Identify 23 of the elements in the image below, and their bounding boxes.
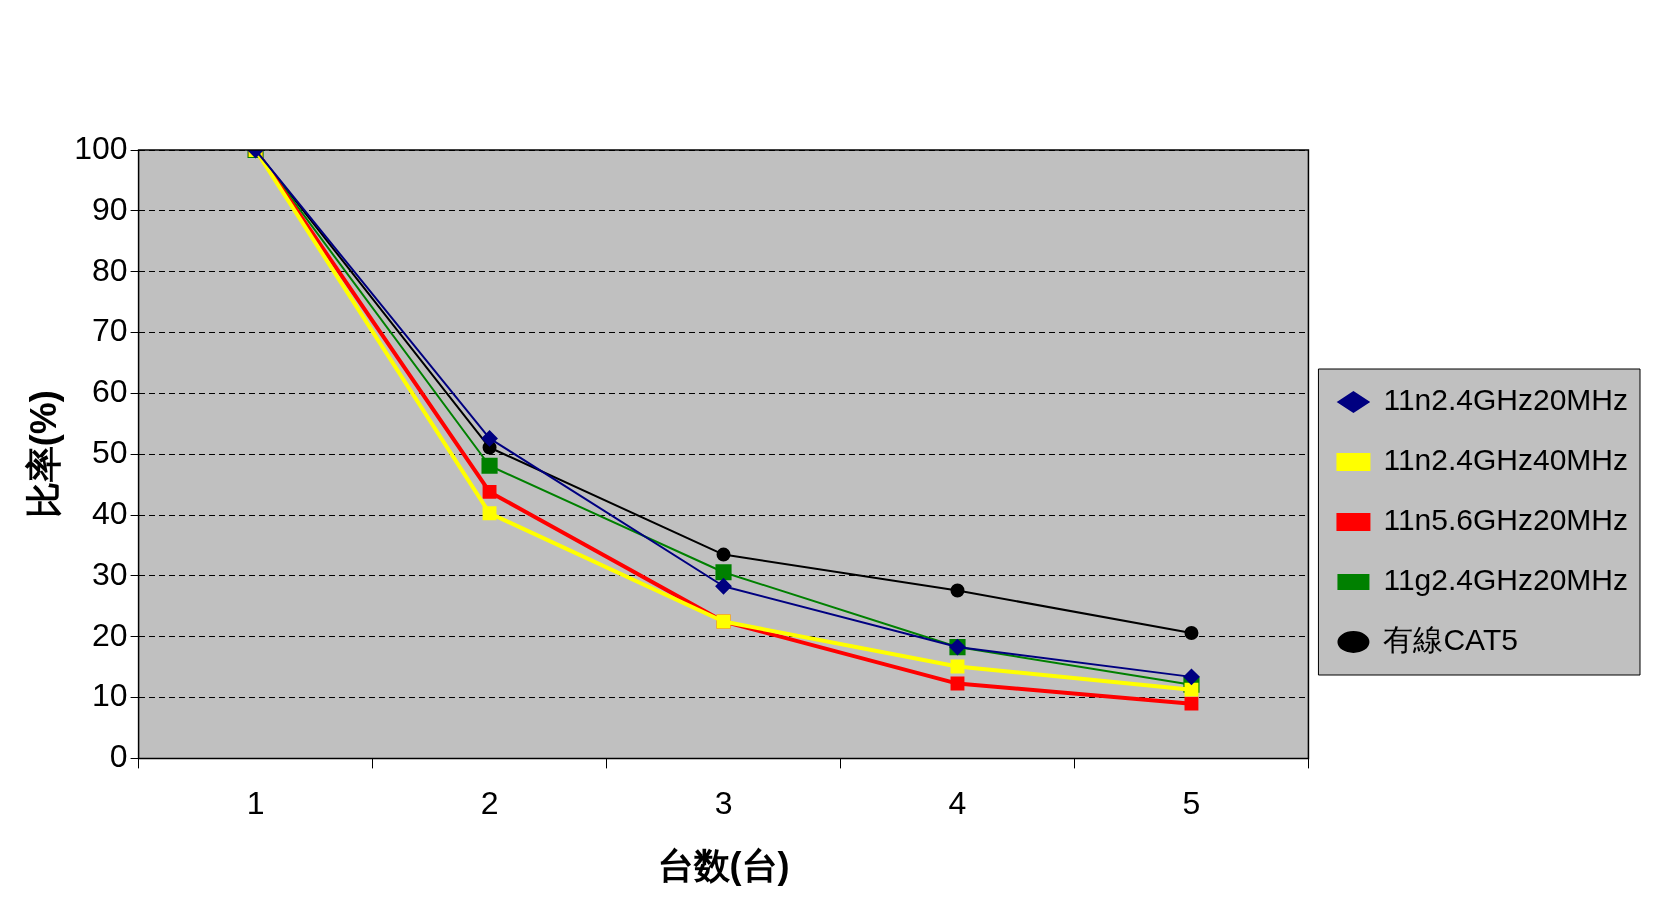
y-tick-label: 60 xyxy=(92,373,128,410)
y-tick-label: 30 xyxy=(92,555,128,592)
x-tick-label: 2 xyxy=(480,785,499,822)
y-tick-label: 0 xyxy=(109,738,128,775)
y-tick-label: 100 xyxy=(74,129,128,166)
legend-label: 11n2.4GHz20MHz xyxy=(1383,383,1629,417)
legend-label: 11n2.4GHz40MHz xyxy=(1383,443,1629,477)
y-tick-label: 80 xyxy=(92,251,128,288)
legend-label: 11g2.4GHz20MHz xyxy=(1383,563,1629,597)
y-tick-label: 20 xyxy=(92,616,128,653)
x-tick-label: 1 xyxy=(246,785,265,822)
y-tick-label: 90 xyxy=(92,190,128,227)
y-axis-title: 比率(%) xyxy=(22,390,64,519)
y-tick-label: 40 xyxy=(92,494,128,531)
x-tick-label: 3 xyxy=(714,785,733,822)
x-tick-label: 4 xyxy=(948,785,967,822)
legend-label: 有線CAT5 xyxy=(1383,623,1518,657)
x-tick-label: 5 xyxy=(1182,785,1201,822)
y-tick-label: 70 xyxy=(92,312,128,349)
legend-label: 11n5.6GHz20MHz xyxy=(1383,503,1629,537)
y-tick-label: 10 xyxy=(92,677,128,714)
x-axis-title: 台数(台) xyxy=(657,845,790,887)
y-tick-label: 50 xyxy=(92,434,128,471)
